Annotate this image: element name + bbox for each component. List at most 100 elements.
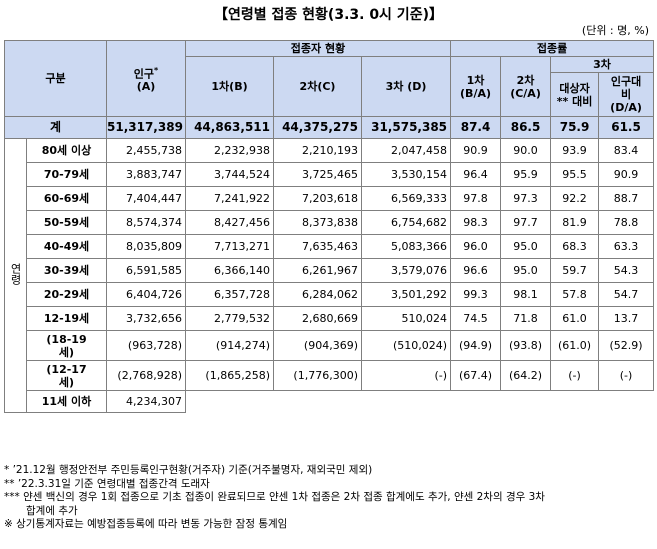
age-group-label: 연령 bbox=[4, 138, 27, 413]
cell-rate1: (67.4) bbox=[450, 360, 502, 391]
unit-label: (단위 : 명, %) bbox=[581, 24, 649, 37]
cell-rate2: 95.0 bbox=[500, 234, 552, 259]
cell-dose1: 3,744,524 bbox=[185, 162, 274, 187]
table-row: 연령 80세 이상 2,455,738 2,232,938 2,210,193 2,047… bbox=[4, 138, 655, 413]
cell-population: (2,768,928) bbox=[106, 360, 186, 391]
cell-rate3-pop: 83.4 bbox=[598, 138, 655, 163]
cell-population: 7,404,447 bbox=[106, 186, 186, 211]
cell-rate1: 96.4 bbox=[450, 162, 502, 187]
cell-rate3-target: (61.0) bbox=[550, 330, 600, 361]
cell-dose2: (904,369) bbox=[273, 330, 362, 361]
cell-population: 8,035,809 bbox=[106, 234, 186, 259]
cell-rate2: 71.8 bbox=[500, 306, 552, 331]
row-label: (18-19 세) bbox=[26, 330, 107, 361]
cell-dose2: 3,725,465 bbox=[273, 162, 362, 187]
cell-rate1: 96.0 bbox=[450, 234, 502, 259]
cell-dose1: (914,274) bbox=[185, 330, 274, 361]
header-rate2: 2차 (C/A) bbox=[500, 56, 552, 117]
cell-population: 6,404,726 bbox=[106, 282, 186, 307]
cell-dose3: (-) bbox=[360, 360, 452, 391]
cell-dose3: 5,083,366 bbox=[360, 234, 452, 259]
cell-rate2: (93.8) bbox=[500, 330, 552, 361]
header-dose1: 1차(B) bbox=[185, 56, 274, 117]
cell-population: 3,732,656 bbox=[106, 306, 186, 331]
cell-rate1: 96.6 bbox=[450, 258, 502, 283]
table-row: (18-19 세) (963,728) (914,274) (904,369) (510,… bbox=[5, 330, 655, 361]
cell-rate2: 90.0 bbox=[500, 138, 552, 163]
footnotes: * ’21.12월 행정안전부 주민등록인구현황(거주자) 기준(거주불명자, … bbox=[4, 464, 654, 532]
empty-cell bbox=[184, 390, 654, 413]
row-label: 50-59세 bbox=[26, 210, 107, 235]
cell-rate1: 98.3 bbox=[450, 210, 502, 235]
header-group: 구분 bbox=[4, 40, 107, 117]
cell-dose2: (1,776,300) bbox=[273, 360, 362, 391]
cell-population: 3,883,747 bbox=[106, 162, 186, 187]
header-dose2: 2차(C) bbox=[273, 56, 362, 117]
cell-dose1: 7,713,271 bbox=[185, 234, 274, 259]
row-label: 12-19세 bbox=[26, 306, 107, 331]
cell-rate2: 98.1 bbox=[500, 282, 552, 307]
cell-rate3-pop: 54.3 bbox=[598, 258, 655, 283]
row-label: 11세 이하 bbox=[26, 390, 107, 413]
cell-rate3-target: 92.2 bbox=[550, 186, 600, 211]
row-label: 70-79세 bbox=[26, 162, 107, 187]
footnote: ** ’22.3.31일 기준 연령대별 접종간격 도래자 bbox=[4, 477, 210, 490]
total-label: 계 bbox=[4, 116, 107, 139]
header-vaccinated-status: 접종자 현황 bbox=[184, 40, 452, 57]
cell-dose3: 2,047,458 bbox=[360, 138, 452, 163]
header-dose3: 3차 (D) bbox=[360, 56, 452, 117]
cell-dose2: 2,210,193 bbox=[273, 138, 362, 163]
cell-rate2: 95.9 bbox=[500, 162, 552, 187]
cell-dose3: 3,501,292 bbox=[360, 282, 452, 307]
cell-dose1: 2,232,938 bbox=[185, 138, 274, 163]
table-row: 40-49세 8,035,809 7,713,271 7,635,463 5,083,3… bbox=[5, 234, 655, 259]
cell-rate1: 74.5 bbox=[450, 306, 502, 331]
total-dose1: 44,863,511 bbox=[185, 116, 274, 139]
header-rate: 접종률 bbox=[450, 40, 655, 57]
cell-rate3-pop: 63.3 bbox=[598, 234, 655, 259]
cell-dose1: 7,241,922 bbox=[185, 186, 274, 211]
cell-dose3: 6,754,682 bbox=[360, 210, 452, 235]
cell-dose3: 3,579,076 bbox=[360, 258, 452, 283]
table-row: 50-59세 8,574,374 8,427,456 8,373,838 6,754,6… bbox=[5, 210, 655, 235]
cell-rate3-target: 61.0 bbox=[550, 306, 600, 331]
cell-rate3-target: 59.7 bbox=[550, 258, 600, 283]
cell-dose1: 8,427,456 bbox=[185, 210, 274, 235]
footnote: *** 얀센 백신의 경우 1회 접종으로 기초 접종이 완료되므로 얀센 1차… bbox=[4, 491, 545, 503]
total-rate1: 87.4 bbox=[450, 116, 502, 139]
row-label: 40-49세 bbox=[26, 234, 107, 259]
cell-rate3-pop: (52.9) bbox=[598, 330, 655, 361]
table-row: 60-69세 7,404,447 7,241,922 7,203,618 6,569,3… bbox=[5, 186, 655, 211]
cell-rate1: (94.9) bbox=[450, 330, 502, 361]
cell-dose3: 3,530,154 bbox=[360, 162, 452, 187]
cell-rate2: (64.2) bbox=[500, 360, 552, 391]
cell-dose1: 2,779,532 bbox=[185, 306, 274, 331]
row-label: 80세 이상 bbox=[26, 138, 107, 163]
cell-population: 2,455,738 bbox=[106, 138, 186, 163]
cell-rate3-target: 81.9 bbox=[550, 210, 600, 235]
total-rate2: 86.5 bbox=[500, 116, 552, 139]
cell-dose1: (1,865,258) bbox=[185, 360, 274, 391]
cell-rate3-pop: 88.7 bbox=[598, 186, 655, 211]
footnote: * ’21.12월 행정안전부 주민등록인구현황(거주자) 기준(거주불명자, … bbox=[4, 464, 373, 476]
cell-population: (963,728) bbox=[106, 330, 186, 361]
row-label: (12-17 세) bbox=[26, 360, 107, 391]
header-rate1: 1차 (B/A) bbox=[450, 56, 502, 117]
cell-rate1: 90.9 bbox=[450, 138, 502, 163]
cell-dose2: 6,261,967 bbox=[273, 258, 362, 283]
footnote: 합계에 추가 bbox=[26, 504, 78, 517]
cell-population: 6,591,585 bbox=[106, 258, 186, 283]
header-rate3-pop: 인구대 비 (D/A) bbox=[598, 72, 655, 117]
total-rate3-target: 75.9 bbox=[550, 116, 600, 139]
cell-rate1: 99.3 bbox=[450, 282, 502, 307]
cell-dose3: (510,024) bbox=[360, 330, 452, 361]
row-label: 30-39세 bbox=[26, 258, 107, 283]
cell-rate3-pop: 54.7 bbox=[598, 282, 655, 307]
cell-rate3-target: 57.8 bbox=[550, 282, 600, 307]
row-label: 20-29세 bbox=[26, 282, 107, 307]
table-row: 70-79세 3,883,747 3,744,524 3,725,465 3,530,1… bbox=[5, 162, 655, 187]
table-row: (12-17 세) (2,768,928) (1,865,258) (1,776,300… bbox=[5, 360, 655, 391]
header-population: 인구* (A) bbox=[106, 40, 186, 117]
cell-rate3-target: 93.9 bbox=[550, 138, 600, 163]
total-population: 51,317,389 bbox=[106, 116, 186, 139]
